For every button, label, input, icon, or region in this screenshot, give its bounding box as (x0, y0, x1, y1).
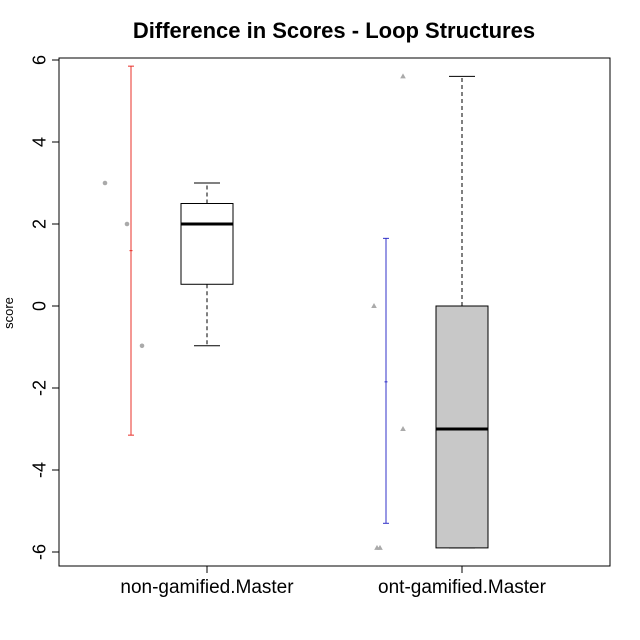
x-tick-label: ont-gamified.Master (378, 577, 547, 598)
data-point (400, 73, 406, 79)
x-tick-label: non-gamified.Master (120, 577, 294, 598)
plot-frame (58, 57, 611, 567)
y-tick-label: 2 (29, 219, 49, 229)
y-axis-title: score (1, 297, 16, 329)
y-tick-label: -2 (29, 380, 49, 396)
data-point (377, 544, 383, 550)
box-iqr (435, 305, 489, 549)
y-axis: -6 -4 -2 0 2 4 6 (29, 55, 59, 560)
y-tick-label: 4 (29, 137, 49, 147)
y-tick-label: 0 (29, 301, 49, 311)
box-iqr (180, 203, 234, 285)
y-tick-label: 6 (29, 55, 49, 65)
data-point (400, 426, 406, 431)
y-tick-label: -4 (29, 462, 49, 478)
data-point (139, 343, 145, 349)
interval-bars (128, 65, 389, 524)
x-axis: non-gamified.Master ont-gamified.Master (120, 566, 547, 598)
boxes (180, 75, 489, 549)
data-point (371, 303, 377, 308)
y-tick-label: -6 (29, 544, 49, 560)
data-point (124, 221, 130, 227)
data-point (102, 180, 108, 186)
chart-title: Difference in Scores - Loop Structures (133, 18, 535, 43)
jitter-points (102, 73, 406, 550)
